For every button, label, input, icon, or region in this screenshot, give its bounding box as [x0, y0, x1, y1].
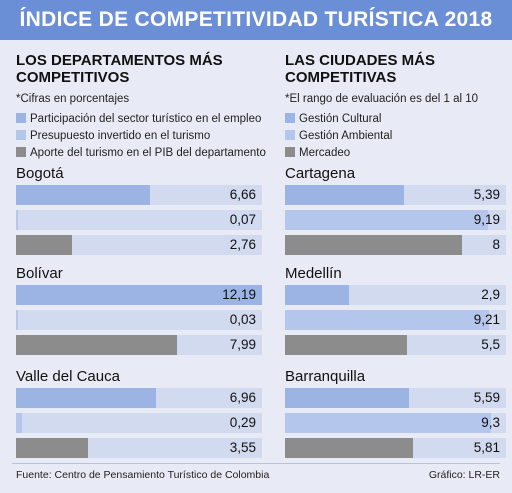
data-label: 9,3	[481, 415, 500, 430]
bar-track: 0,29	[16, 413, 262, 433]
bar	[16, 388, 157, 408]
bar-track: 5,5	[285, 335, 506, 355]
departments-title: LOS DEPARTAMENTOS MÁS COMPETITIVOS	[16, 52, 223, 86]
bar-track: 5,59	[285, 388, 506, 408]
data-label: 9,19	[473, 212, 500, 227]
category-label: Bogotá	[16, 165, 64, 182]
category-label: Bolívar	[16, 265, 63, 282]
data-label: 9,21	[473, 312, 500, 327]
bar	[285, 235, 462, 255]
bar-track: 6,96	[16, 388, 262, 408]
legend-item: Mercadeo	[285, 146, 350, 160]
bar	[285, 210, 489, 230]
data-label: 5,39	[473, 187, 500, 202]
bar	[16, 210, 18, 230]
data-label: 7,99	[229, 337, 256, 352]
bar	[285, 438, 414, 458]
category-label: Valle del Cauca	[16, 368, 120, 385]
legend-label: Participación del sector turístico en el…	[30, 113, 262, 125]
bar-track: 2,9	[285, 285, 506, 305]
bar	[16, 235, 72, 255]
bar-track: 5,39	[285, 185, 506, 205]
legend-swatch	[285, 113, 295, 123]
category-label: Cartagena	[285, 165, 356, 182]
data-label: 5,59	[473, 390, 500, 405]
data-label: 2,9	[481, 287, 500, 302]
bar-track: 0,03	[16, 310, 262, 330]
category-label: Medellín	[285, 265, 342, 282]
legend-label: Aporte del turismo en el PIB del departa…	[30, 147, 266, 159]
bar	[285, 285, 350, 305]
legend-swatch	[16, 113, 26, 123]
category-label: Barranquilla	[285, 368, 366, 385]
data-label: 0,07	[229, 212, 256, 227]
legend-label: Gestión Ambiental	[299, 130, 393, 142]
departments-note: *Cifras en porcentajes	[16, 93, 130, 105]
header-banner: ÍNDICE DE COMPETITIVIDAD TURÍSTICA 2018	[0, 0, 512, 40]
bar-track: 12,19	[16, 285, 262, 305]
bar	[16, 185, 151, 205]
cities-note: *El rango de evaluación es del 1 al 10	[285, 93, 479, 105]
data-label: 5,5	[481, 337, 500, 352]
bar-track: 2,76	[16, 235, 262, 255]
legend-item: Aporte del turismo en el PIB del departa…	[16, 146, 266, 160]
data-label: 2,76	[229, 237, 256, 252]
source-note: Fuente: Centro de Pensamiento Turístico …	[16, 469, 270, 481]
legend-label: Presupuesto invertido en el turismo	[30, 130, 211, 142]
bar-track: 0,07	[16, 210, 262, 230]
graphic-credit: Gráfico: LR-ER	[428, 469, 500, 481]
bar	[16, 413, 22, 433]
bar-track: 8	[285, 235, 506, 255]
bar	[16, 335, 178, 355]
bar-track: 5,81	[285, 438, 506, 458]
bar-track: 9,3	[285, 413, 506, 433]
legend-item: Gestión Ambiental	[285, 129, 392, 143]
data-label: 12,19	[222, 287, 256, 302]
legend-item: Participación del sector turístico en el…	[16, 112, 261, 126]
bar	[285, 335, 407, 355]
bar-track: 9,19	[285, 210, 506, 230]
legend-label: Gestión Cultural	[299, 113, 382, 125]
bar	[16, 438, 88, 458]
data-label: 5,81	[473, 440, 500, 455]
bar-track: 6,66	[16, 185, 262, 205]
legend-swatch	[285, 130, 295, 140]
chart-title: ÍNDICE DE COMPETITIVIDAD TURÍSTICA 2018	[19, 8, 493, 31]
bar	[16, 310, 18, 330]
footer-divider	[12, 463, 500, 464]
data-label: 3,55	[229, 440, 256, 455]
bar	[285, 388, 409, 408]
data-label: 6,96	[229, 390, 256, 405]
data-label: 0,03	[229, 312, 256, 327]
legend-swatch	[16, 147, 26, 157]
legend-swatch	[16, 130, 26, 140]
data-label: 6,66	[229, 187, 256, 202]
bar	[16, 285, 262, 305]
bar-track: 3,55	[16, 438, 262, 458]
bar-track: 9,21	[285, 310, 506, 330]
legend-item: Presupuesto invertido en el turismo	[16, 129, 210, 143]
legend-swatch	[285, 147, 295, 157]
cities-title: LAS CIUDADES MÁS COMPETITIVAS	[285, 52, 436, 86]
bar	[285, 310, 489, 330]
data-label: 8	[492, 237, 500, 252]
bar	[285, 413, 491, 433]
legend-label: Mercadeo	[299, 147, 351, 159]
data-label: 0,29	[229, 415, 256, 430]
bar-track: 7,99	[16, 335, 262, 355]
bar	[285, 185, 405, 205]
legend-item: Gestión Cultural	[285, 112, 381, 126]
